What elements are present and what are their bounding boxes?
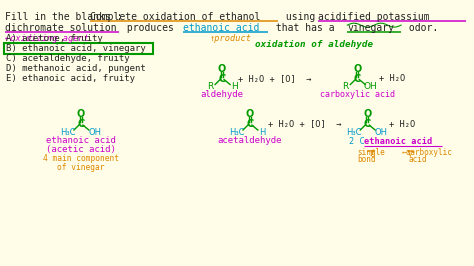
Text: aldehyde: aldehyde bbox=[201, 90, 244, 99]
Text: E) ethanoic acid, fruity: E) ethanoic acid, fruity bbox=[6, 74, 136, 83]
Text: OH: OH bbox=[88, 127, 101, 136]
Text: H: H bbox=[231, 82, 237, 91]
Text: that has a: that has a bbox=[270, 23, 340, 33]
Text: H₃C: H₃C bbox=[346, 127, 362, 136]
Text: C: C bbox=[219, 74, 226, 84]
Text: O: O bbox=[246, 109, 254, 119]
Text: acid: acid bbox=[409, 155, 428, 164]
Text: C: C bbox=[354, 74, 361, 84]
Text: bond: bond bbox=[357, 155, 376, 164]
Text: Complete oxidation of ethanol: Complete oxidation of ethanol bbox=[90, 12, 260, 22]
Text: single: single bbox=[357, 148, 385, 157]
Text: using: using bbox=[280, 12, 321, 22]
Text: ethanoic acid: ethanoic acid bbox=[46, 136, 116, 145]
Text: ↑product: ↑product bbox=[210, 34, 252, 43]
Text: ←carboxylic: ←carboxylic bbox=[402, 148, 453, 157]
Text: O: O bbox=[363, 109, 371, 119]
Text: C) acetaldehyde, fruity: C) acetaldehyde, fruity bbox=[6, 54, 130, 63]
Text: H: H bbox=[259, 127, 265, 136]
Text: dichromate solution: dichromate solution bbox=[5, 23, 117, 33]
Text: (acetic acid): (acetic acid) bbox=[46, 145, 116, 154]
Text: + H₂O: + H₂O bbox=[389, 120, 415, 128]
Text: A) acetone, fruity: A) acetone, fruity bbox=[6, 34, 103, 43]
Text: ethanoic acid: ethanoic acid bbox=[364, 137, 432, 146]
Text: of vinegar: of vinegar bbox=[57, 163, 105, 172]
Text: acidified potassium: acidified potassium bbox=[318, 12, 429, 22]
Text: H₃C: H₃C bbox=[60, 127, 76, 136]
Text: O: O bbox=[353, 64, 361, 74]
Text: 4 main component: 4 main component bbox=[43, 154, 119, 163]
Text: + H₂O: + H₂O bbox=[379, 74, 405, 83]
Text: O: O bbox=[77, 109, 85, 119]
Text: D) methanoic acid, pungent: D) methanoic acid, pungent bbox=[6, 64, 146, 73]
Text: ←oxidizing agent: ←oxidizing agent bbox=[5, 34, 90, 43]
Text: vinegary: vinegary bbox=[347, 23, 394, 33]
Text: acetaldehyde: acetaldehyde bbox=[218, 136, 282, 145]
Bar bbox=[4, 43, 154, 54]
Text: C: C bbox=[246, 119, 254, 129]
Text: Fill in the blanks :: Fill in the blanks : bbox=[5, 12, 129, 22]
Text: C: C bbox=[364, 119, 371, 129]
Text: O: O bbox=[218, 64, 226, 74]
Text: oxidation of aldehyde: oxidation of aldehyde bbox=[255, 40, 373, 49]
Text: odor.: odor. bbox=[403, 23, 438, 33]
Text: R: R bbox=[342, 82, 348, 91]
Text: B) ethanoic acid, vinegary: B) ethanoic acid, vinegary bbox=[6, 44, 146, 53]
Text: produces: produces bbox=[121, 23, 180, 33]
Text: R: R bbox=[207, 82, 213, 91]
Text: carboxylic acid: carboxylic acid bbox=[320, 90, 395, 99]
Text: H₃C: H₃C bbox=[229, 127, 245, 136]
Text: OH: OH bbox=[374, 127, 388, 136]
Text: + H₂O + [O]  →: + H₂O + [O] → bbox=[268, 120, 341, 128]
Text: C: C bbox=[77, 119, 84, 129]
Text: + H₂O + [O]  →: + H₂O + [O] → bbox=[238, 74, 311, 83]
Text: ethanoic acid: ethanoic acid bbox=[183, 23, 260, 33]
Text: OH: OH bbox=[364, 82, 377, 91]
Text: 2 C: 2 C bbox=[349, 137, 365, 146]
